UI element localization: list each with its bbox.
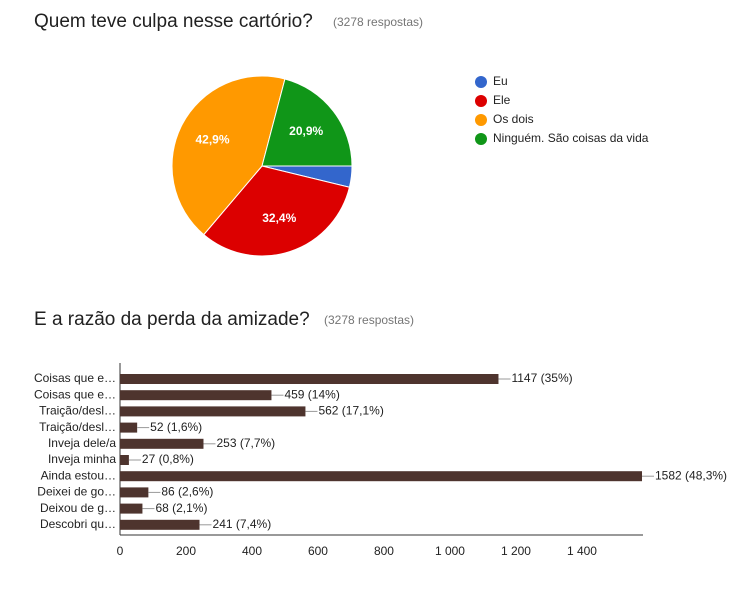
chart-title: Quem teve culpa nesse cartório?: [34, 11, 313, 32]
y-tick-label: Inveja minha: [48, 452, 116, 466]
data-label: 52 (1,6%): [150, 420, 202, 434]
x-tick-label: 1 000: [435, 544, 465, 558]
bar: [120, 455, 129, 465]
bar: [120, 374, 499, 384]
y-tick-label: Traição/desl…: [39, 404, 116, 418]
legend-marker: [475, 76, 487, 88]
x-tick-label: 600: [308, 544, 328, 558]
data-label: 86 (2,6%): [161, 485, 213, 499]
y-tick-label: Deixei de go…: [37, 485, 116, 499]
legend-marker: [475, 133, 487, 145]
chart-subtitle: (3278 respostas): [324, 313, 414, 327]
slice-label: 42,9%: [196, 132, 230, 146]
legend-label: Os dois: [493, 112, 534, 126]
slice-label: 32,4%: [262, 211, 296, 225]
legend-label: Ele: [493, 93, 511, 107]
y-tick-label: Traição/desl…: [39, 420, 116, 434]
x-tick-label: 200: [176, 544, 196, 558]
data-label: 253 (7,7%): [216, 436, 275, 450]
y-tick-label: Ainda estou…: [41, 468, 116, 482]
x-tick-label: 1 400: [567, 544, 597, 558]
data-label: 562 (17,1%): [318, 404, 383, 418]
x-tick-label: 800: [374, 544, 394, 558]
bar: [120, 422, 138, 433]
bar: [120, 519, 200, 530]
x-tick-label: 0: [117, 544, 124, 558]
bar: [120, 471, 643, 482]
data-label: 1147 (35%): [511, 371, 572, 385]
pie-slice: [261, 78, 353, 167]
x-tick-label: 400: [242, 544, 262, 558]
y-tick-label: Coisas que e…: [34, 387, 116, 401]
chart-subtitle: (3278 respostas): [333, 15, 423, 29]
slice-label: 20,9%: [289, 124, 323, 138]
y-tick-label: Descobri qu…: [40, 517, 116, 531]
chart-title: E a razão da perda da amizade?: [34, 309, 310, 330]
pie-slice: [203, 165, 351, 257]
legend-label: Ninguém. São coisas da vida: [493, 131, 649, 145]
y-tick-label: Coisas que e…: [34, 371, 116, 385]
bar: [120, 390, 272, 401]
y-tick-label: Inveja dele/a: [48, 436, 116, 450]
data-label: 459 (14%): [284, 387, 339, 401]
pie-slice: [171, 75, 286, 236]
bar: [120, 406, 306, 417]
data-label: 1582 (48,3%): [655, 468, 727, 482]
data-label: 27 (0,8%): [142, 452, 194, 466]
legend-marker: [475, 95, 487, 107]
data-label: 68 (2,1%): [155, 501, 207, 515]
bar: [120, 438, 204, 449]
bar: [120, 503, 143, 514]
y-tick-label: Deixou de g…: [40, 501, 116, 515]
bar: [120, 487, 149, 498]
x-tick-label: 1 200: [501, 544, 531, 558]
legend-label: Eu: [493, 74, 508, 88]
data-label: 241 (7,4%): [213, 517, 272, 531]
legend-marker: [475, 114, 487, 126]
